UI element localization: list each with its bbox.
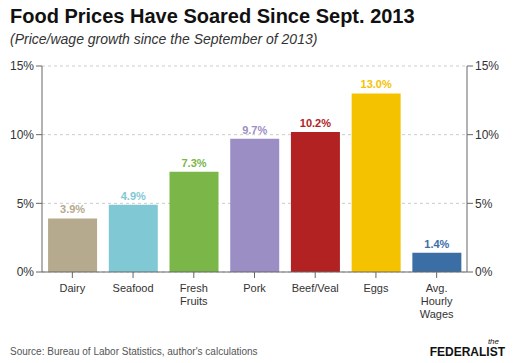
- svg-text:0%: 0%: [17, 265, 35, 279]
- svg-text:5%: 5%: [475, 197, 493, 211]
- html-text:Food Prices Have Soared Since: Food Prices Have Soared Since Sept. 2013: [10, 5, 415, 27]
- svg-text:Dairy: Dairy: [60, 282, 86, 294]
- html-text:(Price/wage growth since the S: (Price/wage growth since the September o…: [10, 31, 318, 47]
- svg-text:4.9%: 4.9%: [121, 190, 146, 202]
- svg-text:FreshFruits: FreshFruits: [180, 282, 208, 307]
- svg-text:15%: 15%: [475, 59, 499, 73]
- svg-text:Beef/Veal: Beef/Veal: [292, 282, 339, 294]
- svg-text:3.9%: 3.9%: [60, 203, 85, 215]
- svg-text:7.3%: 7.3%: [181, 157, 206, 169]
- svg-text:10%: 10%: [475, 128, 499, 142]
- svg-text:Pork: Pork: [243, 282, 266, 294]
- svg-text:1.4%: 1.4%: [424, 238, 449, 250]
- svg-text:Eggs: Eggs: [363, 282, 389, 294]
- svg-text:Avg.HourlyWages: Avg.HourlyWages: [420, 282, 454, 320]
- svg-text:13.0%: 13.0%: [361, 78, 392, 90]
- svg-text:15%: 15%: [10, 59, 34, 73]
- svg-text:10.2%: 10.2%: [300, 117, 331, 129]
- svg-text:0%: 0%: [475, 265, 493, 279]
- svg-text:9.7%: 9.7%: [242, 124, 267, 136]
- svg-text:5%: 5%: [17, 197, 35, 211]
- html-text:Source: Bureau of Labor Statis: Source: Bureau of Labor Statistics, auth…: [10, 346, 258, 357]
- svg-text:Seafood: Seafood: [113, 282, 154, 294]
- html-text:FEDERALIST: FEDERALIST: [429, 345, 505, 359]
- html-text:the: the: [487, 337, 499, 346]
- svg-text:10%: 10%: [10, 128, 34, 142]
